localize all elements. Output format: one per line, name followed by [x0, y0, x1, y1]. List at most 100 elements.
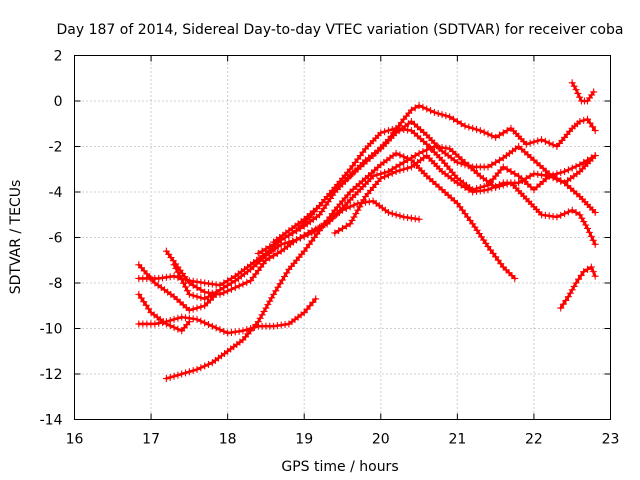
data-point [182, 314, 190, 322]
data-point [170, 372, 178, 380]
data-point [208, 322, 216, 330]
data-point [492, 158, 500, 166]
data-point [507, 168, 515, 176]
series-track-12 [568, 79, 598, 105]
data-point [461, 183, 469, 191]
data-point [591, 152, 599, 160]
data-point [499, 163, 507, 171]
data-point [530, 138, 538, 146]
series-track-11 [557, 263, 599, 312]
data-point [575, 275, 583, 283]
x-tick-label: 19 [295, 432, 313, 448]
data-point [239, 280, 247, 288]
data-point [189, 305, 197, 313]
data-point [137, 294, 145, 302]
data-point [331, 229, 339, 237]
data-point [580, 158, 588, 166]
data-point [562, 296, 570, 304]
data-point [584, 224, 592, 232]
y-axis-label: SDTVAR / TECUs [8, 180, 24, 295]
data-point [166, 273, 174, 281]
x-tick-label: 17 [142, 432, 160, 448]
data-point [220, 284, 228, 292]
series-track-10 [331, 152, 599, 237]
data-point [450, 115, 458, 123]
data-point [515, 179, 523, 187]
data-point [511, 170, 519, 178]
data-point [591, 127, 599, 135]
data-point [180, 279, 188, 287]
data-point [159, 318, 167, 326]
data-point [145, 305, 153, 313]
data-point [465, 123, 473, 131]
data-point [243, 326, 251, 334]
data-point [589, 268, 597, 276]
data-point [587, 232, 595, 240]
data-point [392, 149, 400, 157]
data-point [151, 320, 159, 328]
data-point [176, 272, 184, 280]
data-point [212, 324, 220, 332]
data-point [589, 123, 597, 131]
data-point [538, 171, 546, 179]
data-point [178, 313, 186, 321]
data-point [430, 108, 438, 116]
data-point [270, 290, 278, 298]
data-point [170, 261, 178, 269]
data-point [193, 278, 201, 286]
data-point [174, 268, 182, 276]
data-point [159, 274, 167, 282]
data-point [197, 303, 205, 311]
data-point [400, 153, 408, 161]
data-point [293, 236, 301, 244]
data-point [283, 269, 291, 277]
x-tick-label: 21 [448, 432, 466, 448]
data-point [553, 175, 561, 183]
data-point [503, 127, 511, 135]
data-point [170, 315, 178, 323]
data-point [227, 328, 235, 336]
data-point [185, 277, 193, 285]
data-point [201, 319, 209, 327]
data-point [396, 212, 404, 220]
data-point [185, 306, 193, 314]
data-point [231, 284, 239, 292]
data-point [281, 321, 289, 329]
data-point [400, 125, 408, 133]
data-point [197, 364, 205, 372]
data-point [503, 165, 511, 173]
data-point [572, 279, 580, 287]
series-track-2 [135, 261, 220, 314]
data-point [469, 124, 477, 132]
data-point [342, 204, 350, 212]
x-tick-label: 18 [219, 432, 237, 448]
data-point [197, 317, 205, 325]
data-point [442, 144, 450, 152]
series-track-9 [270, 124, 599, 246]
series-track-6 [170, 143, 599, 303]
data-point [541, 172, 549, 180]
data-point [591, 208, 599, 216]
data-point [572, 208, 580, 216]
x-tick-label: 22 [525, 432, 543, 448]
data-point [580, 268, 588, 276]
data-point [205, 293, 212, 301]
data-point [155, 274, 163, 282]
data-point [411, 215, 419, 223]
data-point [484, 186, 492, 194]
data-point [446, 113, 454, 121]
data-point [396, 151, 404, 159]
data-point [587, 263, 595, 271]
data-point [384, 208, 392, 216]
data-point [373, 171, 381, 179]
data-point [580, 116, 588, 124]
data-point [189, 367, 197, 375]
data-point [465, 186, 473, 194]
data-point [400, 213, 408, 221]
data-point [185, 314, 193, 322]
data-point [270, 252, 278, 260]
data-point [457, 160, 465, 168]
data-point [205, 280, 212, 288]
data-point [155, 319, 163, 327]
data-point [274, 283, 282, 291]
